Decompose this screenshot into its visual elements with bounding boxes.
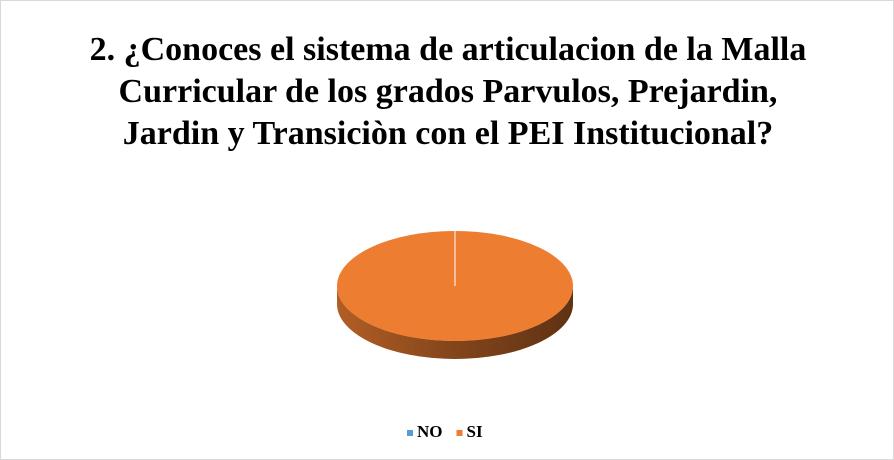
legend-swatch [407, 430, 413, 436]
legend-swatch [456, 430, 463, 436]
chart-title: 2. ¿Conoces el sistema de articulacion d… [89, 31, 807, 152]
legend-label: SI [467, 422, 483, 441]
legend-label: NO [417, 422, 443, 441]
side-shade [337, 286, 573, 359]
